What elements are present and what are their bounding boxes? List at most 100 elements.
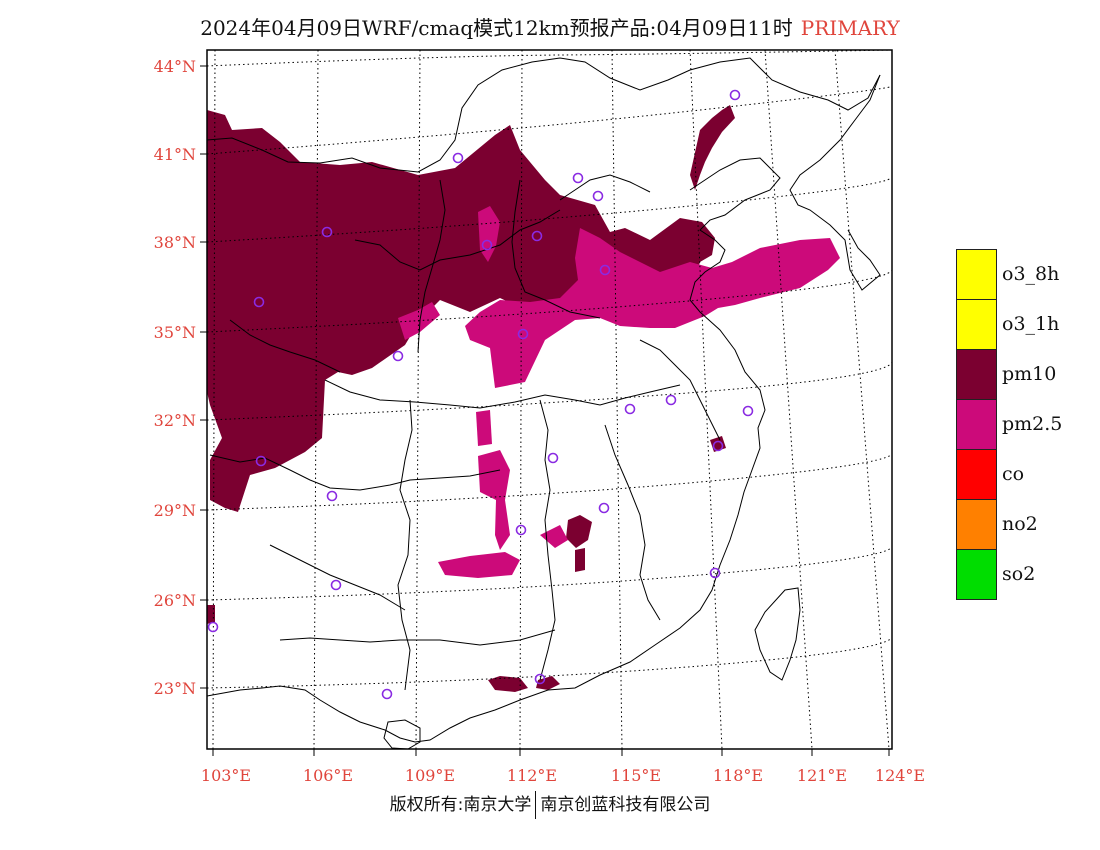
map-frame [206,49,893,750]
province-line-9 [269,544,406,611]
lat-label: 29°N [154,501,196,520]
footer-divider [535,791,537,819]
province-line-8 [604,424,661,621]
title-main: 2024年04月09日WRF/cmaq模式12km预报产品:04月09日11时 [200,16,793,40]
map-content [207,50,892,749]
city-marker [321,226,333,238]
pm25-area-hunan [478,450,510,550]
lon-label: 103°E [201,766,251,785]
graticule [207,50,892,749]
legend-label: so2 [1002,563,1036,585]
legend-item-pm25: pm2.5 [956,399,1096,450]
pm10-area-small-1 [566,515,592,548]
legend-label: co [1002,463,1025,485]
lat-label: 26°N [154,591,196,610]
legend-label: no2 [1002,513,1038,535]
city-marker [742,405,754,417]
lat-label: 38°N [154,233,196,252]
pm25-area-jiangxi [540,525,568,548]
legend-label: pm10 [1002,363,1057,385]
pm10-area-north-west [207,110,715,512]
city-marker [515,524,527,536]
city-marker [712,440,724,452]
city-marker [665,394,677,406]
legend-item-o3-8h: o3_8h [956,249,1096,300]
axis-ticks [200,65,890,756]
legend-swatch [956,299,997,350]
province-line-11 [229,319,341,373]
province-line-7 [539,399,556,681]
pm10-area-small-5 [575,548,585,572]
pm10-area-small-2 [488,676,528,692]
city-marker [572,172,584,184]
city-marker [452,152,464,164]
title-tag: PRIMARY [800,16,900,40]
legend-swatch [956,349,997,400]
lon-label: 106°E [303,766,353,785]
city-marker [330,579,342,591]
city-marker [255,455,267,467]
pm25-area-central [465,228,840,388]
legend-label: o3_8h [1002,263,1060,285]
pm25-area-hubei [476,410,492,446]
province-line-6 [397,399,413,691]
city-marker [599,264,611,276]
national-border [207,57,881,173]
city-marker [547,452,559,464]
legend-swatch [956,399,997,450]
province-line-12 [639,339,721,441]
province-line-1 [354,209,561,271]
latitude-labels: 44°N 41°N 38°N 35°N 32°N 29°N 26°N 23°N [154,57,196,698]
lat-label: 35°N [154,323,196,342]
city-marker [253,296,265,308]
hainan-island [383,719,421,749]
lon-label: 115°E [611,766,661,785]
city-marker [531,230,543,242]
copyright-owner: 版权所有:南京大学 [389,795,532,815]
lat-label: 41°N [154,145,196,164]
province-line-2 [417,179,446,353]
legend-item-no2: no2 [956,499,1096,550]
province-line-5 [209,454,501,491]
province-line-10 [279,629,556,646]
legend-item-pm10: pm10 [956,349,1096,400]
city-marker [381,688,393,700]
pm10-area-small-4 [207,605,215,624]
lon-label: 112°E [507,766,557,785]
legend-label: pm2.5 [1002,413,1063,435]
city-marker [709,567,721,579]
legend-label: o3_1h [1002,313,1060,335]
lon-label: 109°E [405,766,455,785]
legend-swatch [956,249,997,300]
city-marker [592,190,604,202]
city-marker [481,239,493,251]
city-marker [624,403,636,415]
legend-item-co: co [956,449,1096,500]
pm10-area-small-6 [710,436,726,452]
taiwan-island [754,587,801,681]
province-line-3 [511,179,601,319]
lon-label: 118°E [713,766,763,785]
pm10-areas [207,105,735,692]
city-marker [392,350,404,362]
province-line-4 [324,379,681,409]
legend-swatch [956,549,997,600]
pm25-area-guizhou [438,552,520,578]
city-marker [207,621,219,633]
lat-label: 23°N [154,679,196,698]
legend-swatch [956,499,997,550]
pm10-area-north-east [690,105,735,190]
longitude-labels: 103°E 106°E 109°E 112°E 115°E 118°E 121°… [201,766,925,785]
copyright-company: 南京创蓝科技有限公司 [540,795,711,815]
legend-item-o3-1h: o3_1h [956,299,1096,350]
legend: o3_8h o3_1h pm10 pm2.5 co no2 so2 [956,249,1096,600]
city-marker [598,502,610,514]
coastline-china [207,157,781,743]
lat-label: 44°N [154,57,196,76]
city-marker [326,490,338,502]
chart-title: 2024年04月09日WRF/cmaq模式12km预报产品:04月09日11时 P… [0,12,1100,41]
legend-item-so2: so2 [956,549,1096,600]
province-line-13 [559,174,651,201]
lon-label: 124°E [875,766,925,785]
